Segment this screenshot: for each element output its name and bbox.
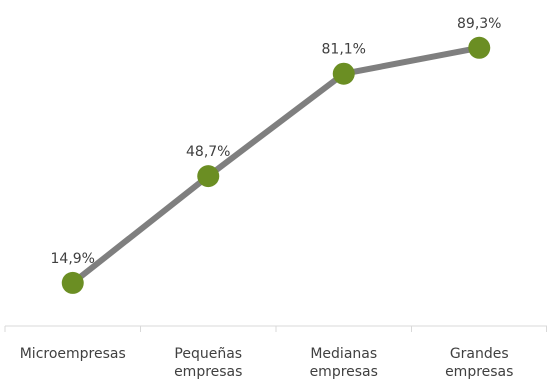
x-axis-category-label: Pequeñas empresas	[174, 346, 242, 380]
x-axis-category-label-line: empresas	[310, 364, 378, 380]
data-point-marker	[61, 271, 84, 294]
data-label: 81,1%	[322, 42, 366, 58]
x-axis-category-label: Grandes empresas	[445, 346, 513, 380]
x-axis-category-label-line: Microempresas	[20, 346, 126, 362]
x-axis-category-label-line: Pequeñas	[174, 346, 242, 362]
data-label: 48,7%	[186, 144, 230, 160]
x-axis-category-label: Medianas empresas	[310, 346, 378, 380]
data-point-marker	[468, 36, 491, 59]
data-label: 14,9%	[51, 251, 95, 267]
x-axis-category-label: Microempresas	[20, 346, 126, 362]
x-axis-category-label-line: Medianas	[310, 346, 377, 362]
data-label: 89,3%	[457, 16, 501, 32]
data-point-marker	[197, 165, 220, 188]
x-axis-category-label-line: empresas	[445, 364, 513, 380]
x-axis-category-label-line: empresas	[174, 364, 242, 380]
data-point-marker	[332, 62, 355, 85]
series-line	[69, 44, 483, 286]
x-axis-category-label-line: Grandes	[450, 346, 509, 362]
